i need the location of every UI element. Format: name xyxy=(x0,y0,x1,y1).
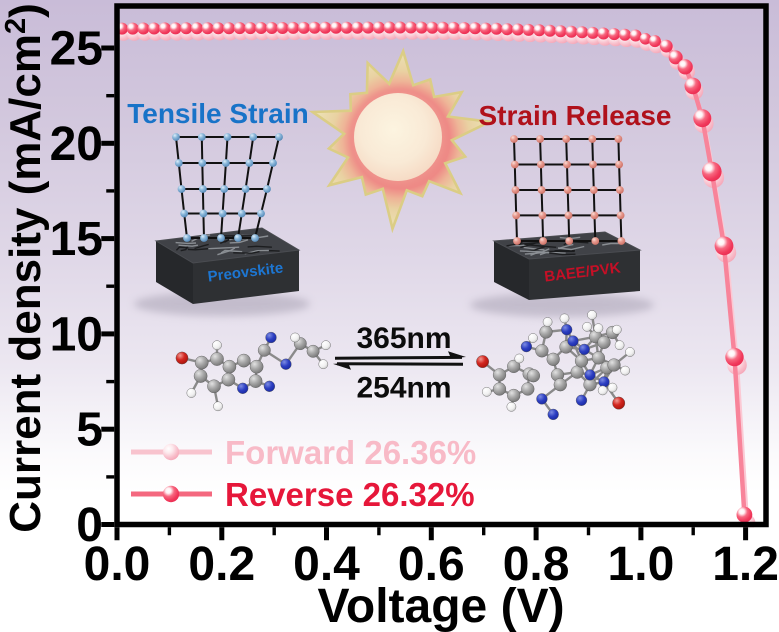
svg-text:1.0: 1.0 xyxy=(608,538,675,591)
svg-text:10: 10 xyxy=(50,308,103,361)
svg-text:25: 25 xyxy=(50,23,103,76)
svg-text:254nm: 254nm xyxy=(356,372,451,405)
svg-text:0.8: 0.8 xyxy=(503,538,570,591)
svg-text:1.2: 1.2 xyxy=(712,538,779,591)
svg-text:Voltage (V): Voltage (V) xyxy=(317,580,564,632)
svg-text:0.4: 0.4 xyxy=(293,538,360,591)
svg-text:Reverse 26.32%: Reverse 26.32% xyxy=(225,476,475,513)
svg-text:365nm: 365nm xyxy=(356,322,451,355)
svg-text:20: 20 xyxy=(50,118,103,171)
svg-text:0.0: 0.0 xyxy=(84,538,151,591)
svg-text:0.2: 0.2 xyxy=(188,538,255,591)
svg-text:5: 5 xyxy=(76,404,103,457)
svg-text:Forward 26.36%: Forward 26.36% xyxy=(225,434,476,471)
svg-text:Tensile Strain: Tensile Strain xyxy=(127,98,309,129)
svg-text:Strain Release: Strain Release xyxy=(479,100,672,131)
svg-text:Current density (mA/cm2): Current density (mA/cm2) xyxy=(0,3,50,533)
svg-text:15: 15 xyxy=(50,213,103,266)
svg-text:0.6: 0.6 xyxy=(398,538,465,591)
svg-text:0: 0 xyxy=(76,499,103,552)
